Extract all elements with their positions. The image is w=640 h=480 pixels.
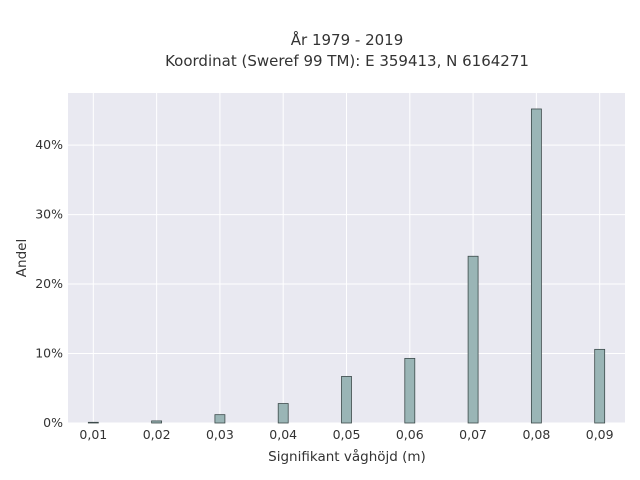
x-tick-label: 0,01 [79, 427, 107, 442]
chart-title-line-2: Koordinat (Sweref 99 TM): E 359413, N 61… [165, 52, 529, 70]
y-axis-label: Andel [14, 239, 30, 277]
bar [530, 108, 542, 424]
bar [214, 414, 226, 424]
x-tick-label: 0,03 [206, 427, 234, 442]
x-axis-label: Signifikant våghöjd (m) [268, 448, 426, 465]
bar [594, 348, 606, 424]
x-tick-label: 0,08 [522, 427, 550, 442]
bar [151, 420, 163, 424]
bar [404, 357, 416, 424]
x-tick-label: 0,02 [143, 427, 171, 442]
bar [341, 376, 352, 424]
y-tick-label: 20% [35, 276, 63, 291]
x-tick-label: 0,05 [333, 427, 361, 442]
y-tick-label: 10% [35, 346, 63, 361]
chart-title-line-1: År 1979 - 2019 [291, 30, 404, 49]
x-tick-labels: 0,01 0,02 0,03 0,04 0,05 0,06 0,07 0,08 0,09 [79, 427, 613, 442]
bar [87, 421, 99, 424]
bar [467, 255, 479, 424]
y-tick-label: 30% [35, 207, 63, 222]
x-tick-label: 0,04 [269, 427, 297, 442]
y-tick-label: 40% [35, 137, 63, 152]
x-tick-label: 0,07 [459, 427, 487, 442]
bars [87, 108, 606, 424]
y-tick-label: 0% [43, 415, 63, 430]
x-tick-label: 0,06 [396, 427, 424, 442]
y-tick-labels: 0% 10% 20% 30% 40% [35, 137, 63, 430]
x-tick-label: 0,09 [586, 427, 614, 442]
bar [277, 403, 289, 424]
